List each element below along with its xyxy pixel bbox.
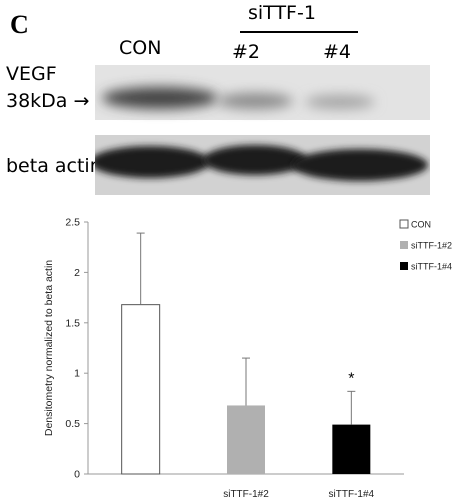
y-tick-label-3: 1.5 [65, 317, 80, 329]
y-tick-label-4: 2 [74, 267, 80, 279]
y-axis-label: Densitometry normalized to beta actin [43, 260, 55, 436]
panel-letter: C [10, 10, 29, 39]
x-tick-label-1: siTTF-1#2 [223, 489, 269, 500]
legend-label-1: siTTF-1#2 [411, 241, 452, 251]
y-tick-label-2: 1 [74, 368, 80, 380]
chart-layer: 0 0.5 1 1.5 2 2.5 Densitometry normalized to b… [43, 217, 452, 501]
y-tick-label-0: 0 [74, 469, 80, 481]
y-tick-label-5: 2.5 [65, 217, 80, 229]
legend-swatch-0 [399, 219, 409, 229]
kda-label: 38kDa → [6, 90, 89, 112]
x-tick-label-2: siTTF-1#4 [329, 489, 375, 500]
legend-swatch-1 [400, 241, 408, 249]
vegf-blot-panel [95, 65, 430, 120]
beta-actin-blot-panel [95, 135, 430, 195]
bar-chart: 0 0.5 1 1.5 2 2.5 Densitometry normalized to b… [43, 217, 452, 501]
group-label: siTTF-1 [248, 2, 316, 24]
bar-1 [227, 405, 265, 474]
lane-label-4: #4 [323, 41, 352, 63]
legend-label-2: siTTF-1#4 [411, 262, 452, 272]
vegf-label: VEGF [6, 63, 57, 85]
bar-0 [121, 304, 161, 475]
group-bracket-line [240, 31, 358, 33]
legend-label-0: CON [411, 220, 431, 230]
lane-label-2: #2 [232, 41, 261, 63]
western-blot [95, 65, 430, 195]
legend-swatch-2 [400, 262, 408, 270]
kda-text: 38kDa [6, 90, 68, 112]
bar-2 [332, 424, 371, 474]
lane-label-con: CON [119, 37, 162, 59]
beta-actin-label: beta actin [6, 155, 102, 177]
significance-mark: * [348, 370, 354, 387]
y-tick-label-1: 0.5 [65, 418, 80, 430]
arrow-icon: → [73, 90, 90, 112]
